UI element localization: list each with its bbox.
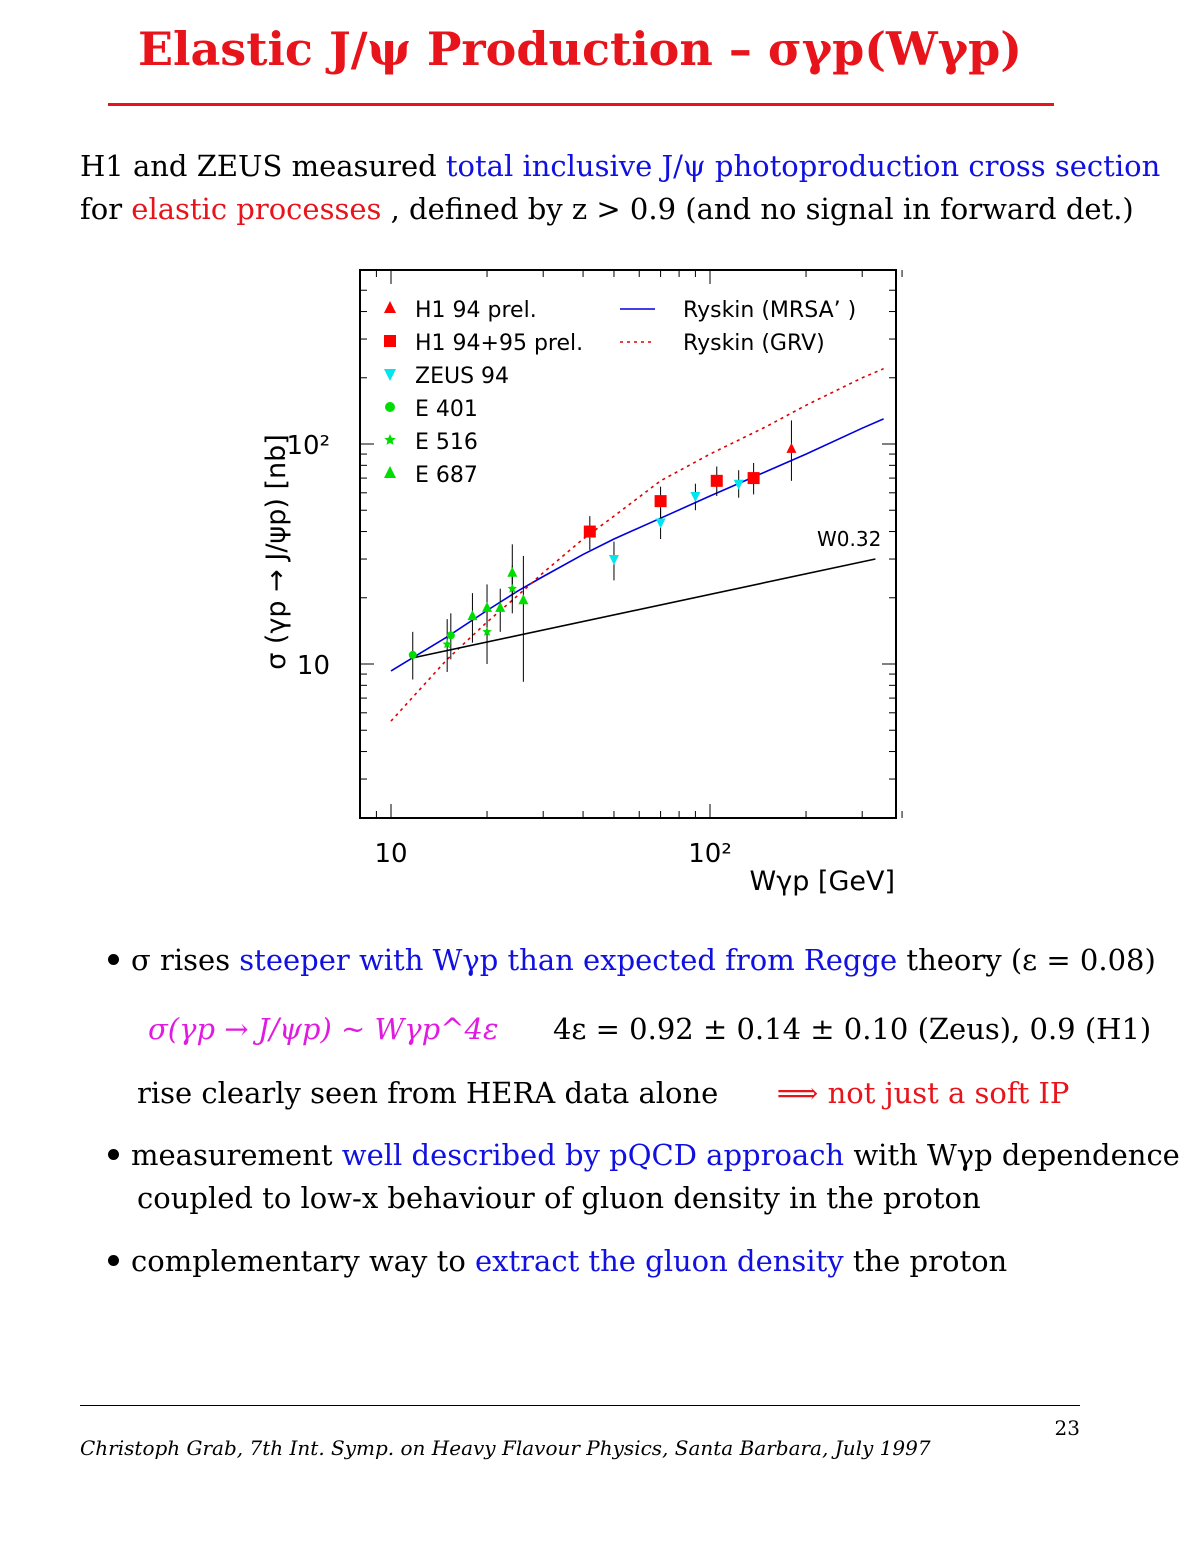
star-marker (384, 434, 396, 445)
legend-label: Ryskin (GRV) (683, 331, 825, 356)
bullet-text: coupled to low-x behaviour of gluon dens… (137, 1181, 981, 1215)
intro-line-1: H1 and ZEUS measured total inclusive J/ψ… (80, 144, 1160, 188)
power-law-annotation: W0.32 (817, 527, 881, 551)
y-axis-label: σ (γp → J/ψp) [nb] (261, 434, 292, 670)
triangle-up-marker (518, 594, 529, 605)
star-marker (507, 583, 517, 593)
circle-marker (385, 402, 395, 412)
triangle-down-marker (655, 518, 666, 529)
y-tick-label: 10 (297, 651, 330, 681)
legend-label: ZEUS 94 (415, 364, 509, 389)
triangle-up-marker (507, 566, 518, 577)
bullet-text: the proton (843, 1244, 1008, 1278)
title-underline (108, 103, 1054, 106)
triangle-up-marker (495, 601, 506, 612)
formula-result: 4ε = 0.92 ± 0.14 ± 0.10 (Zeus), 0.9 (H1) (552, 1012, 1152, 1046)
bullet-dot (108, 953, 119, 965)
bullet-highlight: well described by pQCD approach (341, 1138, 845, 1172)
star-marker (482, 626, 492, 636)
intro-text: , defined by z > 0.9 (and no signal in f… (381, 192, 1134, 226)
triangle-up-marker (467, 610, 478, 621)
cross-section-chart: H1 94 prel. H1 94+95 prel. ZEUS 94 E 401 E 5… (261, 269, 903, 897)
legend-label: E 516 (415, 430, 478, 455)
intro-text: for (80, 192, 132, 226)
x-tick-label: 10 (374, 839, 407, 869)
intro-text: H1 and (80, 149, 197, 183)
bullet-2: measurement well described by pQCD appro… (108, 1133, 1180, 1177)
footer-rule (80, 1405, 1080, 1406)
legend-label: H1 94+95 prel. (415, 331, 583, 356)
scaling-formula: σ(γp → J/ψp) ~ Wγp^4ε (148, 1012, 499, 1046)
formula-line: σ(γp → J/ψp) ~ Wγp^4ε 4ε = 0.92 ± 0.14 ±… (148, 1007, 1151, 1051)
bullet-text: complementary way to (131, 1244, 475, 1278)
bullet-text: theory (ε = 0.08) (897, 943, 1156, 977)
bullet-highlight: extract the gluon density (475, 1244, 844, 1278)
conclusion-text: ⟹ not just a soft IP (776, 1076, 1070, 1110)
legend-label: E 687 (415, 463, 478, 488)
bullet-text: with Wγp dependence (844, 1138, 1180, 1172)
square-marker (583, 525, 596, 538)
triangle-down-marker (384, 369, 396, 381)
curve-ryskin-grv (390, 367, 884, 722)
x-axis-label: Wγp [GeV] (750, 866, 895, 897)
bullet-2-line-2: coupled to low-x behaviour of gluon dens… (137, 1176, 981, 1220)
curve-ryskin-mrsa (390, 418, 884, 672)
bullet-text: σ rises (131, 943, 240, 977)
hera-name: HERA (465, 1076, 556, 1110)
triangle-down-marker (608, 555, 619, 566)
bullet-text: measurement (131, 1138, 342, 1172)
legend-label: Ryskin (MRSA’ ) (683, 298, 856, 323)
intro-line-2: for elastic processes , defined by z > 0… (80, 187, 1134, 231)
legend-label: E 401 (415, 397, 478, 422)
circle-marker (446, 631, 455, 640)
bullet-text: data alone (555, 1076, 719, 1110)
intro-highlight: total inclusive J/ψ photoproduction cros… (445, 149, 1161, 183)
axis-ticks (359, 270, 903, 818)
bullet-highlight: steeper with Wγp than expected from Regg… (239, 943, 898, 977)
triangle-up-marker (482, 601, 493, 612)
page-title: Elastic J/ψ Production – σγp(Wγp) (137, 22, 1023, 76)
footer-citation: Christoph Grab, 7th Int. Symp. on Heavy … (80, 1436, 931, 1460)
intro-text: measured (282, 149, 446, 183)
zeus-name: ZEUS (196, 149, 283, 183)
triangle-down-marker (733, 479, 744, 490)
legend-label: H1 94 prel. (415, 298, 537, 323)
data-points (408, 420, 797, 682)
intro-highlight: elastic processes (131, 192, 382, 226)
y-tick-label: 10² (286, 431, 330, 461)
triangle-up-marker (384, 301, 396, 313)
bullet-dot (108, 1254, 119, 1266)
triangle-up-marker (786, 442, 797, 453)
square-marker (384, 335, 396, 347)
chart-legend: H1 94 prel. H1 94+95 prel. ZEUS 94 E 401 E 5… (384, 298, 856, 488)
x-tick-label: 10² (688, 839, 732, 869)
triangle-down-marker (690, 492, 701, 503)
page-number: 23 (1054, 1416, 1080, 1440)
plot-frame (359, 269, 897, 819)
square-marker (710, 474, 723, 487)
square-marker (747, 472, 760, 485)
bullet-text: rise clearly seen from (137, 1076, 466, 1110)
bullet-dot (108, 1148, 119, 1160)
triangle-up-marker (384, 466, 396, 478)
hera-line: rise clearly seen from HERA data alone ⟹… (137, 1071, 1069, 1115)
star-marker (442, 639, 452, 649)
square-marker (654, 495, 667, 508)
bullet-1: σ rises steeper with Wγp than expected f… (108, 938, 1156, 982)
circle-marker (408, 650, 417, 659)
bullet-3: complementary way to extract the gluon d… (108, 1239, 1007, 1283)
curve-w-0-32 (410, 558, 876, 660)
